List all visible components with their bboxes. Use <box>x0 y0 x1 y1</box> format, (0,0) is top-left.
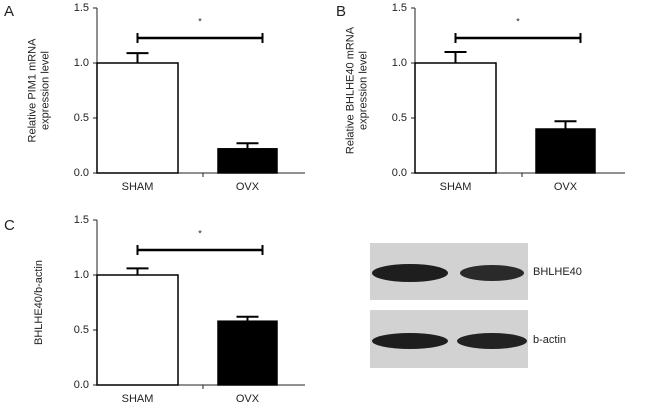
y-axis-label: expression level <box>39 51 51 130</box>
blot-label: BHLHE40 <box>533 266 582 278</box>
x-tick-label: SHAM <box>122 181 154 193</box>
y-tick-label: 1.0 <box>74 57 89 69</box>
y-tick-label: 1.5 <box>74 214 89 226</box>
x-tick-label: OVX <box>554 181 578 193</box>
blot-label: b-actin <box>533 334 566 346</box>
significance-label: * <box>198 228 202 238</box>
bar <box>414 62 497 174</box>
x-tick-label: SHAM <box>440 181 472 193</box>
panel-letter: B <box>336 3 346 20</box>
blot-band <box>457 333 527 349</box>
y-tick-label: 0.0 <box>392 167 407 179</box>
blot-band <box>372 264 448 282</box>
western-blot: BHLHE40 b-actin <box>370 243 582 368</box>
bar <box>217 148 278 174</box>
panel-letter: A <box>4 3 14 20</box>
y-tick-label: 1.5 <box>74 2 89 14</box>
y-tick-label: 1.0 <box>392 57 407 69</box>
y-tick-label: 0.0 <box>74 379 89 391</box>
blot-band <box>372 333 448 349</box>
y-axis-label: BHLHE40/b-actin <box>33 260 45 345</box>
y-axis-label: Relative BHLHE40 mRNA <box>344 26 356 154</box>
significance-label: * <box>198 16 202 26</box>
x-tick-label: OVX <box>236 393 260 403</box>
y-tick-label: 0.5 <box>74 112 89 124</box>
significance-label: * <box>516 16 520 26</box>
bar <box>535 128 596 174</box>
panel-letter: C <box>4 217 15 234</box>
blot-band <box>460 265 524 281</box>
y-tick-label: 1.0 <box>74 269 89 281</box>
y-tick-label: 0.0 <box>74 167 89 179</box>
y-tick-label: 0.5 <box>74 324 89 336</box>
y-tick-label: 1.5 <box>392 2 407 14</box>
x-tick-label: SHAM <box>122 393 154 403</box>
x-tick-label: OVX <box>236 181 260 193</box>
y-axis-label: expression level <box>357 51 369 130</box>
y-tick-label: 0.5 <box>392 112 407 124</box>
bar <box>96 62 179 174</box>
bar <box>217 320 278 386</box>
bar <box>96 274 179 386</box>
y-axis-label: Relative PIM1 mRNA <box>26 38 38 143</box>
